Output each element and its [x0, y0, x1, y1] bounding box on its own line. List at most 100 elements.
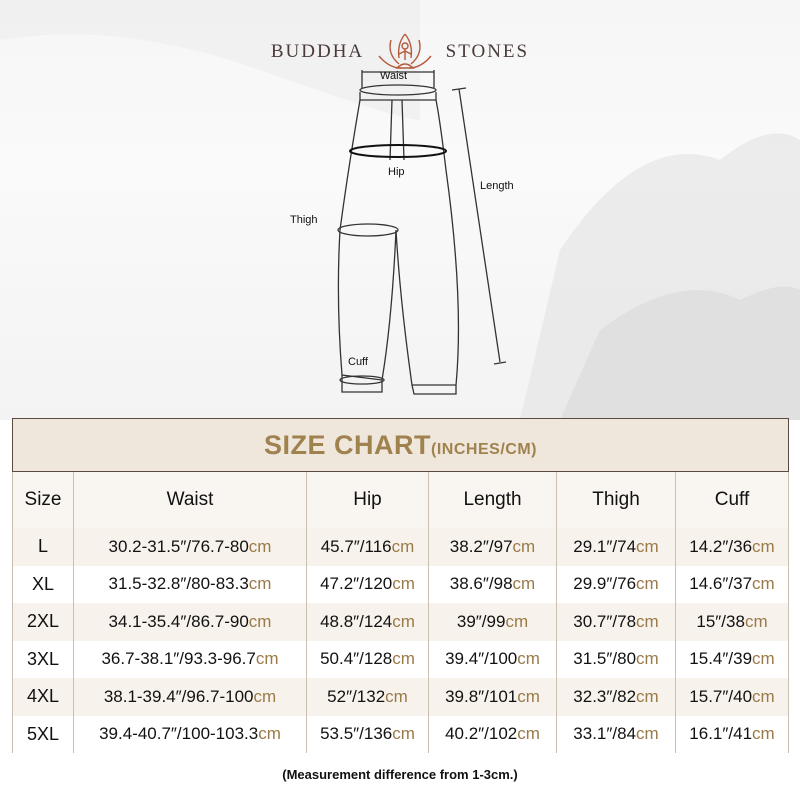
size-cell: 3XL: [12, 640, 74, 678]
table-row: XL 31.5-32.8″/80-83.3cm 47.2″/120cm 38.6″/9…: [12, 565, 789, 603]
thigh-label: Thigh: [290, 214, 318, 226]
measurement-value: 38.1-39.4″/96.7-100: [103, 686, 254, 706]
cm-unit: cm: [744, 611, 768, 631]
brand-left: BUDDHA: [270, 41, 365, 62]
measurement-value: 48.8″/124: [320, 611, 393, 631]
size-chart-title: SIZE CHART(INCHES/CM): [12, 418, 789, 472]
size-cell: 2XL: [12, 603, 74, 641]
size-cell: L: [12, 528, 74, 566]
measurement-value: 34.1-35.4″/86.7-90: [108, 611, 249, 631]
measurement-cell: 14.2″/36cm: [675, 528, 789, 566]
cm-unit: cm: [517, 649, 540, 669]
cm-unit: cm: [385, 686, 408, 706]
measurement-cell: 30.2-31.5″/76.7-80cm: [73, 528, 307, 566]
measurement-cell: 29.1″/74cm: [556, 528, 676, 566]
cm-unit: cm: [752, 649, 775, 669]
cm-unit: cm: [636, 686, 659, 706]
measurement-cell: 33.1″/84cm: [556, 715, 676, 753]
header-hip: Hip: [306, 471, 429, 528]
cm-unit: cm: [505, 611, 529, 631]
measurement-cell: 30.7″/78cm: [556, 603, 676, 641]
measurement-value: 45.7″/116: [320, 536, 392, 556]
size-cell: 5XL: [12, 715, 74, 753]
measurement-value: 53.5″/136: [320, 724, 393, 744]
measurement-cell: 39.8″/101cm: [428, 678, 557, 716]
cm-unit: cm: [752, 724, 775, 744]
cm-unit: cm: [752, 536, 775, 556]
cm-unit: cm: [248, 574, 272, 594]
cm-unit: cm: [752, 574, 775, 594]
measurement-value: 14.6″/37: [689, 574, 753, 594]
header-thigh: Thigh: [556, 471, 676, 528]
header-waist: Waist: [73, 471, 307, 528]
measurement-cell: 53.5″/136cm: [306, 715, 429, 753]
cm-unit: cm: [391, 536, 415, 556]
measurement-cell: 40.2″/102cm: [428, 715, 557, 753]
lotus-meditation-icon: [378, 33, 432, 69]
measurement-cell: 31.5″/80cm: [556, 640, 676, 678]
cm-unit: cm: [248, 536, 272, 556]
table-row: 4XL 38.1-39.4″/96.7-100cm 52″/132cm 39.8″/1…: [12, 678, 789, 716]
header-length: Length: [428, 471, 557, 528]
measurement-cell: 15.4″/39cm: [675, 640, 789, 678]
cm-unit: cm: [636, 611, 659, 631]
measurement-cell: 45.7″/116cm: [306, 528, 429, 566]
cm-unit: cm: [392, 649, 415, 669]
pants-diagram: [337, 70, 507, 395]
measurement-note: (Measurement difference from 1-3cm.): [282, 767, 518, 782]
measurement-value: 31.5-32.8″/80-83.3: [108, 574, 249, 594]
measurement-value: 39.4-40.7″/100-103.3: [99, 724, 259, 744]
measurement-cell: 50.4″/128cm: [306, 640, 429, 678]
table-row: 5XL 39.4-40.7″/100-103.3cm 53.5″/136cm 40.2…: [12, 715, 789, 753]
cm-unit: cm: [392, 611, 415, 631]
cm-unit: cm: [636, 536, 659, 556]
measurement-value: 38.2″/97: [449, 536, 513, 556]
cm-unit: cm: [517, 686, 540, 706]
measurement-cell: 38.1-39.4″/96.7-100cm: [73, 678, 307, 716]
cm-unit: cm: [636, 574, 659, 594]
cm-unit: cm: [253, 686, 277, 706]
measurement-cell: 34.1-35.4″/86.7-90cm: [73, 603, 307, 641]
measurement-cell: 15.7″/40cm: [675, 678, 789, 716]
measurement-value: 52″/132: [327, 686, 386, 706]
measurement-value: 39.4″/100: [445, 649, 518, 669]
measurement-value: 39.8″/101: [445, 686, 518, 706]
measurement-cell: 31.5-32.8″/80-83.3cm: [73, 565, 307, 603]
measurement-cell: 39″/99cm: [428, 603, 557, 641]
cm-unit: cm: [392, 574, 415, 594]
measurement-cell: 36.7-38.1″/93.3-96.7cm: [73, 640, 307, 678]
measurement-cell: 38.6″/98cm: [428, 565, 557, 603]
hip-label: Hip: [388, 166, 405, 178]
size-chart-table: SIZE CHART(INCHES/CM) Size Waist Hip Len…: [12, 418, 789, 753]
measurement-value: 15.4″/39: [689, 649, 753, 669]
header-size: Size: [12, 471, 74, 528]
measurement-cell: 14.6″/37cm: [675, 565, 789, 603]
header-row: Size Waist Hip Length Thigh Cuff: [12, 471, 789, 528]
measurement-cell: 47.2″/120cm: [306, 565, 429, 603]
cm-unit: cm: [636, 724, 659, 744]
measurement-value: 40.2″/102: [445, 724, 518, 744]
table-row: 2XL 34.1-35.4″/86.7-90cm 48.8″/124cm 39″/99…: [12, 603, 789, 641]
title-units: (INCHES/CM): [431, 440, 537, 458]
measurement-cell: 48.8″/124cm: [306, 603, 429, 641]
table-row: 3XL 36.7-38.1″/93.3-96.7cm 50.4″/128cm 39.4…: [12, 640, 789, 678]
mountain-background: [0, 0, 800, 421]
measurement-value: 14.2″/36: [689, 536, 753, 556]
size-cell: XL: [12, 565, 74, 603]
measurement-value: 47.2″/120: [320, 574, 393, 594]
cm-unit: cm: [255, 649, 279, 669]
cm-unit: cm: [392, 724, 415, 744]
measurement-cell: 15″/38cm: [675, 603, 789, 641]
measurement-value: 29.1″/74: [573, 536, 637, 556]
mountain-illustration: [0, 0, 800, 421]
brand-logo: BUDDHA STONES: [0, 30, 800, 74]
measurement-cell: 29.9″/76cm: [556, 565, 676, 603]
cuff-label: Cuff: [348, 356, 368, 368]
measurement-value: 15″/38: [696, 611, 745, 631]
waist-label: Waist: [380, 70, 408, 82]
cm-unit: cm: [248, 611, 272, 631]
brand-right: STONES: [445, 41, 530, 62]
measurement-value: 36.7-38.1″/93.3-96.7: [101, 649, 256, 669]
header-cuff: Cuff: [675, 471, 789, 528]
measurement-value: 30.2-31.5″/76.7-80: [108, 536, 249, 556]
